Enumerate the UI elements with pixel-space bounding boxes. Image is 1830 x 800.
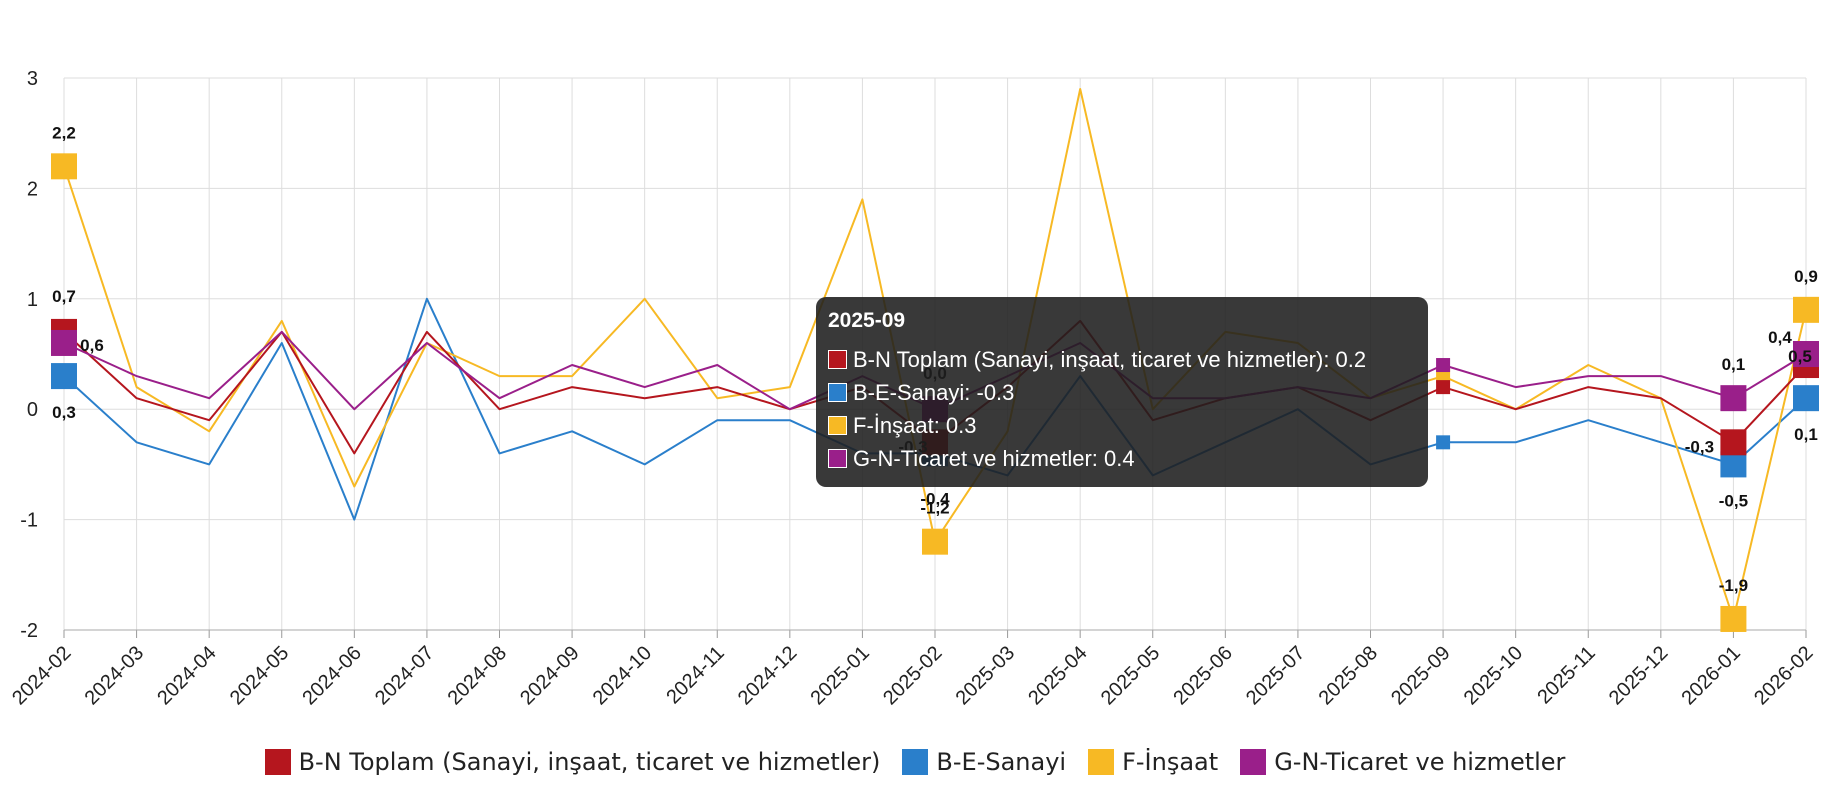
data-point-marker <box>51 329 77 356</box>
x-tick-label: 2025-11 <box>1533 642 1599 708</box>
x-tick-label: 2025-03 <box>952 642 1019 709</box>
legend-item-ticaret[interactable]: G-N-Ticaret ve hizmetler <box>1240 748 1565 776</box>
data-point-marker <box>1436 435 1451 450</box>
tooltip-title: 2025-09 <box>828 309 906 332</box>
x-tick-label: 2025-08 <box>1315 642 1382 709</box>
legend-label: B-E-Sanayi <box>936 748 1067 776</box>
data-label: 0,3 <box>52 403 76 422</box>
data-point-marker <box>1436 380 1451 395</box>
legend-label: G-N-Ticaret ve hizmetler <box>1274 748 1566 776</box>
tooltip-row-text: B-E-Sanayi: -0.3 <box>853 379 1015 405</box>
data-label: 0,9 <box>1794 267 1818 286</box>
tooltip-row-insaat: F-İnşaat: 0.3 <box>828 409 1416 442</box>
y-tick-label: 2 <box>27 178 38 200</box>
x-tick-label: 2025-09 <box>1387 642 1454 709</box>
tooltip-swatch-ticaret <box>828 449 847 468</box>
legend-swatch-ticaret <box>1240 749 1267 775</box>
x-tick-label: 2024-07 <box>371 642 438 709</box>
x-tick-label: 2024-06 <box>298 642 365 709</box>
data-label: -1,9 <box>1719 576 1748 595</box>
x-tick-label: 2024-12 <box>734 642 801 709</box>
x-tick-label: 2025-02 <box>879 642 946 709</box>
x-tick-label: 2025-07 <box>1242 642 1309 709</box>
x-tick-label: 2024-08 <box>444 642 511 709</box>
legend-swatch-sanayi <box>902 749 929 775</box>
tooltip: 2025-09 B-N Toplam (Sanayi, inşaat, tica… <box>816 297 1428 487</box>
data-point-marker <box>51 153 77 180</box>
data-label: -0,4 <box>920 489 950 508</box>
data-label: -1,2 <box>920 499 949 518</box>
tooltip-row-sanayi: B-E-Sanayi: -0.3 <box>828 376 1416 409</box>
tooltip-row-ticaret: G-N-Ticaret ve hizmetler: 0.4 <box>828 442 1416 475</box>
x-tick-label: 2025-04 <box>1024 642 1091 709</box>
data-point-marker <box>1793 296 1819 323</box>
y-tick-label: -2 <box>20 620 38 642</box>
y-tick-label: 3 <box>27 68 38 90</box>
x-tick-label: 2026-01 <box>1677 642 1744 709</box>
x-tick-label: 2024-10 <box>589 642 656 709</box>
legend-item-insaat[interactable]: F-İnşaat <box>1088 748 1218 776</box>
data-label: 0,1 <box>1722 355 1746 374</box>
data-label: -0,5 <box>1719 491 1748 510</box>
tooltip-swatch-sanayi <box>828 383 847 402</box>
data-label: -0,3 <box>1685 437 1714 456</box>
tooltip-row-text: F-İnşaat: 0.3 <box>853 412 977 438</box>
data-label: 0,1 <box>1794 425 1818 444</box>
legend-label: F-İnşaat <box>1122 748 1219 776</box>
data-point-marker <box>51 363 77 390</box>
data-label: 0,6 <box>80 336 104 355</box>
data-point-marker <box>1720 605 1747 632</box>
x-tick-label: 2024-05 <box>226 642 293 709</box>
data-label: 0,7 <box>52 287 76 306</box>
data-label: 2,2 <box>52 123 76 142</box>
data-point-marker <box>1720 451 1747 478</box>
data-label: 0,5 <box>1788 347 1812 366</box>
x-tick-label: 2024-03 <box>81 642 148 709</box>
legend-label: B-N Toplam (Sanayi, inşaat, ticaret ve h… <box>298 748 881 776</box>
y-tick-label: -1 <box>20 510 38 532</box>
x-tick-label: 2024-04 <box>153 642 220 709</box>
data-point-marker <box>1436 369 1451 384</box>
tooltip-row-text: G-N-Ticaret ve hizmetler: 0.4 <box>853 445 1135 471</box>
data-point-marker <box>1436 358 1451 373</box>
legend-swatch-total <box>264 749 291 775</box>
data-point-marker <box>1793 385 1819 412</box>
data-point-marker <box>1793 341 1819 367</box>
x-tick-label: 2026-02 <box>1750 642 1817 709</box>
x-tick-label: 2025-01 <box>806 642 873 709</box>
legend: B-N Toplam (Sanayi, inşaat, ticaret ve h… <box>0 748 1830 776</box>
legend-item-total[interactable]: B-N Toplam (Sanayi, inşaat, ticaret ve h… <box>264 748 881 776</box>
tooltip-swatch-insaat <box>828 416 847 435</box>
x-tick-label: 2025-12 <box>1605 642 1672 709</box>
x-tick-label: 2024-02 <box>8 642 75 709</box>
x-tick-label: 2024-09 <box>516 642 583 709</box>
legend-swatch-insaat <box>1088 749 1115 775</box>
tooltip-row-text: B-N Toplam (Sanayi, inşaat, ticaret ve h… <box>853 346 1367 372</box>
tooltip-row-total: B-N Toplam (Sanayi, inşaat, ticaret ve h… <box>828 343 1416 376</box>
x-tick-label: 2025-06 <box>1169 642 1236 709</box>
legend-item-sanayi[interactable]: B-E-Sanayi <box>902 748 1066 776</box>
data-point-marker <box>922 528 948 555</box>
data-point-marker <box>1720 429 1747 456</box>
y-tick-label: 1 <box>27 289 38 311</box>
y-tick-label: 0 <box>27 399 38 421</box>
data-label: 0,4 <box>1768 328 1792 347</box>
tooltip-swatch-total <box>828 350 847 369</box>
x-tick-label: 2024-11 <box>662 642 728 708</box>
x-tick-label: 2025-05 <box>1097 642 1164 709</box>
x-tick-label: 2025-10 <box>1460 642 1527 709</box>
data-point-marker <box>1720 385 1747 412</box>
